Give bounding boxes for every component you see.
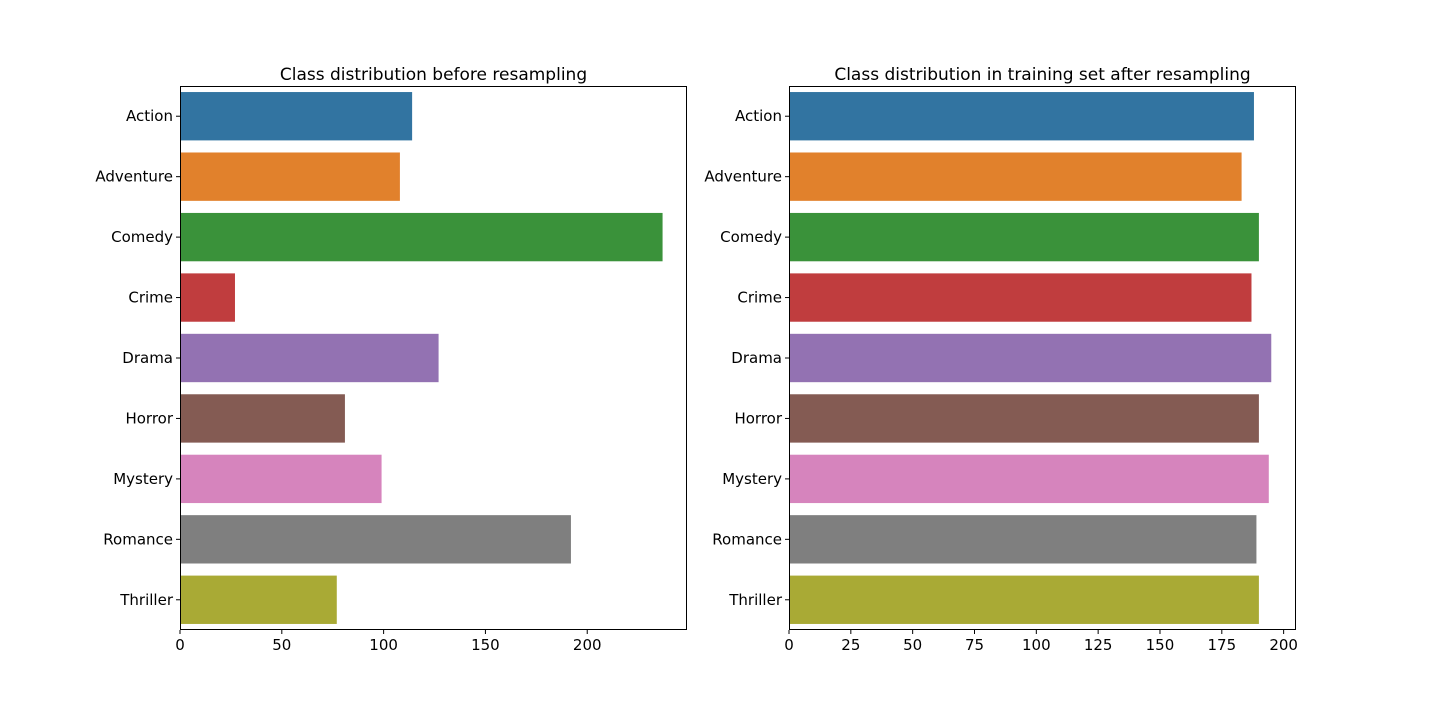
x-tick-label: 200	[1269, 636, 1298, 654]
bar-thriller	[789, 575, 1259, 624]
y-axis-ticks: Action Adventure Comedy Crime Drama Horror Mys…	[704, 107, 789, 609]
x-tick-label: 75	[965, 636, 984, 654]
bar-drama	[180, 333, 439, 383]
bar-action	[180, 92, 413, 141]
bar-comedy	[789, 212, 1259, 262]
x-tick-label: 100	[369, 636, 398, 654]
y-tick-label: Comedy	[111, 228, 173, 246]
x-tick-label: 50	[903, 636, 922, 654]
bar-group	[180, 92, 663, 624]
x-tick-label: 150	[471, 636, 500, 654]
bar-crime	[789, 273, 1252, 322]
y-tick-label: Thriller	[728, 591, 783, 609]
bar-action	[789, 92, 1254, 141]
y-tick-label: Comedy	[720, 228, 782, 246]
bar-adventure	[180, 152, 400, 201]
x-tick-label: 0	[175, 636, 185, 654]
x-tick-label: 100	[1022, 636, 1051, 654]
y-axis-ticks: Action Adventure Comedy Crime Drama Horror Mys…	[95, 107, 180, 609]
y-tick-label: Adventure	[95, 168, 173, 186]
x-tick-label: 125	[1084, 636, 1113, 654]
chart-after-resampling: Class distribution in training set after…	[704, 65, 1298, 654]
bar-mystery	[180, 454, 382, 504]
y-tick-label: Action	[735, 107, 782, 125]
bar-romance	[789, 515, 1257, 564]
bar-horror	[789, 394, 1259, 443]
y-tick-label: Horror	[125, 409, 173, 427]
x-tick-label: 150	[1146, 636, 1175, 654]
y-tick-label: Romance	[712, 530, 782, 548]
bar-crime	[180, 273, 235, 322]
plot-frame	[789, 86, 1296, 630]
bar-mystery	[789, 454, 1269, 504]
y-tick-label: Romance	[103, 530, 173, 548]
plot-frame	[180, 86, 687, 630]
x-axis-ticks: 0 25 50 75 100 125 150 175 200	[784, 630, 1298, 654]
bar-group	[789, 92, 1272, 624]
y-tick-label: Crime	[737, 289, 782, 307]
y-tick-label: Crime	[128, 289, 173, 307]
y-tick-label: Drama	[122, 349, 173, 367]
bar-drama	[789, 333, 1272, 383]
chart-title: Class distribution before resampling	[280, 65, 587, 85]
x-tick-label: 0	[784, 636, 794, 654]
x-axis-ticks: 0 50 100 150 200	[175, 630, 602, 654]
y-tick-label: Adventure	[704, 168, 782, 186]
bar-thriller	[180, 575, 337, 624]
y-tick-label: Drama	[731, 349, 782, 367]
x-tick-label: 25	[841, 636, 860, 654]
chart-before-resampling: Class distribution before resampling Act…	[95, 65, 687, 654]
x-tick-label: 175	[1207, 636, 1236, 654]
chart-title: Class distribution in training set after…	[834, 65, 1250, 85]
y-tick-label: Action	[126, 107, 173, 125]
y-tick-label: Mystery	[113, 470, 173, 488]
y-tick-label: Thriller	[119, 591, 174, 609]
bar-horror	[180, 394, 345, 443]
bar-comedy	[180, 212, 663, 262]
y-tick-label: Horror	[734, 409, 782, 427]
x-tick-label: 50	[272, 636, 291, 654]
x-tick-label: 200	[573, 636, 602, 654]
bar-adventure	[789, 152, 1242, 201]
y-tick-label: Mystery	[722, 470, 782, 488]
bar-romance	[180, 515, 571, 564]
